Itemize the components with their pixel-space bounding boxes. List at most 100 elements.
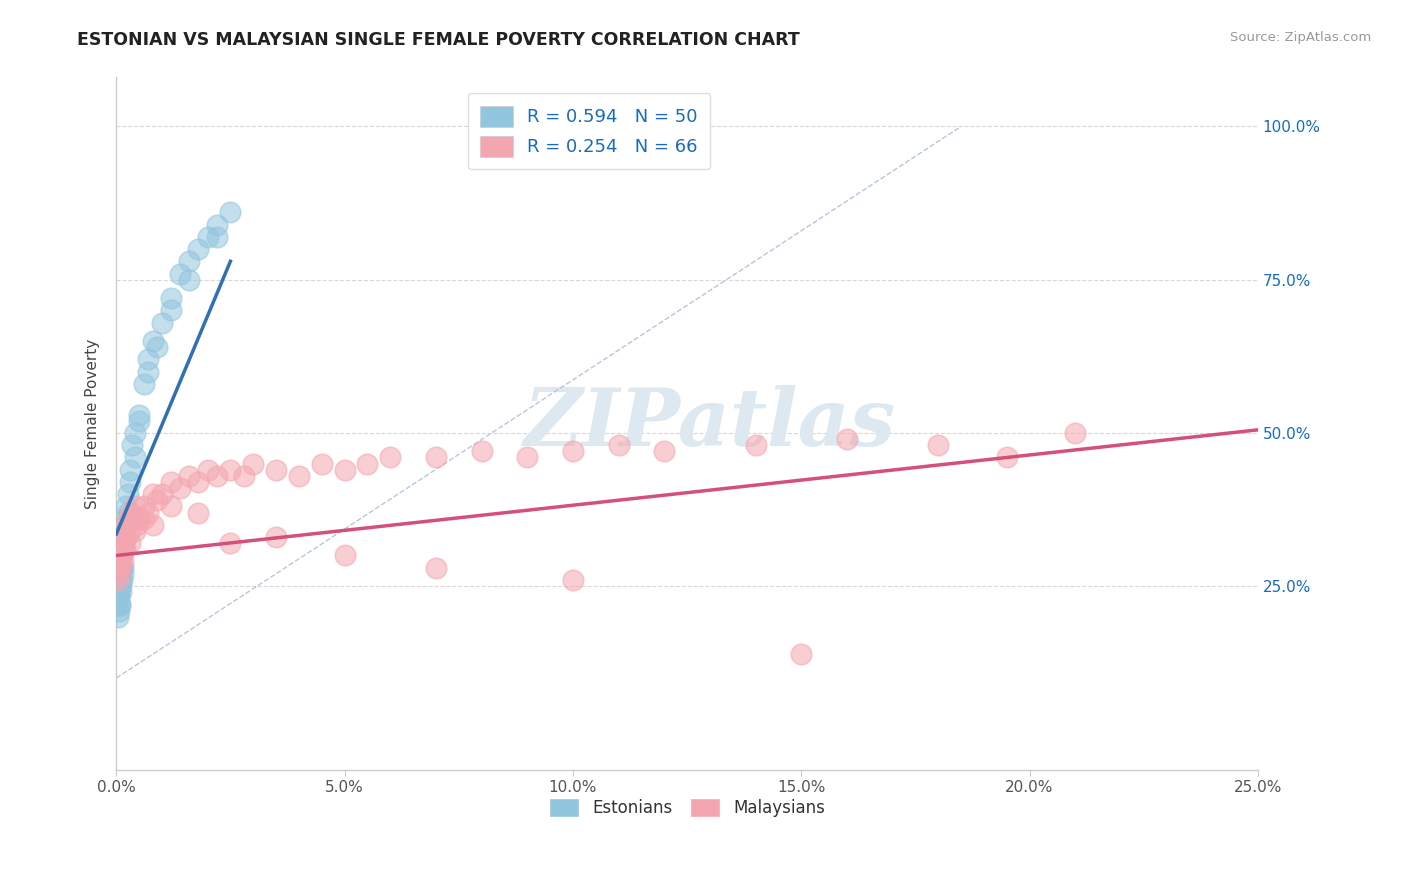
Point — [136, 506, 159, 520]
Point — [219, 205, 242, 219]
Point — [197, 463, 219, 477]
Point — [105, 560, 128, 574]
Point — [118, 475, 141, 489]
Point — [142, 334, 165, 348]
Point — [136, 352, 159, 367]
Point — [136, 365, 159, 379]
Point — [233, 468, 256, 483]
Point — [105, 598, 128, 612]
Point — [652, 444, 675, 458]
Point — [108, 591, 131, 606]
Point — [132, 500, 155, 514]
Point — [160, 475, 183, 489]
Point — [110, 549, 132, 563]
Point — [115, 530, 138, 544]
Point — [425, 450, 447, 465]
Point — [108, 560, 131, 574]
Point — [333, 549, 356, 563]
Point — [112, 517, 135, 532]
Point — [124, 450, 146, 465]
Point — [111, 549, 134, 563]
Point — [121, 512, 143, 526]
Point — [118, 524, 141, 538]
Point — [471, 444, 494, 458]
Point — [205, 218, 228, 232]
Point — [108, 598, 131, 612]
Point — [150, 316, 173, 330]
Point — [128, 408, 150, 422]
Point — [107, 566, 129, 581]
Point — [187, 475, 209, 489]
Legend: Estonians, Malaysians: Estonians, Malaysians — [543, 791, 831, 824]
Point — [107, 573, 129, 587]
Point — [107, 591, 129, 606]
Point — [607, 438, 630, 452]
Point — [264, 530, 287, 544]
Point — [114, 542, 136, 557]
Point — [927, 438, 949, 452]
Point — [128, 414, 150, 428]
Point — [132, 512, 155, 526]
Point — [110, 573, 132, 587]
Point — [288, 468, 311, 483]
Point — [356, 457, 378, 471]
Point — [107, 585, 129, 599]
Point — [124, 425, 146, 440]
Point — [561, 573, 583, 587]
Point — [179, 468, 201, 483]
Point — [111, 549, 134, 563]
Point — [107, 579, 129, 593]
Text: Source: ZipAtlas.com: Source: ZipAtlas.com — [1230, 31, 1371, 45]
Point — [117, 506, 139, 520]
Point — [205, 229, 228, 244]
Point — [142, 487, 165, 501]
Point — [108, 598, 131, 612]
Point — [790, 647, 813, 661]
Point — [107, 609, 129, 624]
Point — [242, 457, 264, 471]
Point — [169, 267, 191, 281]
Point — [112, 560, 135, 574]
Point — [112, 536, 135, 550]
Point — [114, 524, 136, 538]
Point — [118, 536, 141, 550]
Point — [108, 604, 131, 618]
Point — [111, 560, 134, 574]
Point — [160, 303, 183, 318]
Point — [380, 450, 402, 465]
Point — [995, 450, 1018, 465]
Point — [561, 444, 583, 458]
Point — [110, 585, 132, 599]
Point — [219, 463, 242, 477]
Point — [120, 506, 142, 520]
Point — [835, 432, 858, 446]
Point — [132, 376, 155, 391]
Point — [150, 487, 173, 501]
Point — [179, 254, 201, 268]
Point — [111, 566, 134, 581]
Point — [107, 549, 129, 563]
Point — [425, 560, 447, 574]
Point — [744, 438, 766, 452]
Point — [118, 463, 141, 477]
Point — [117, 512, 139, 526]
Point — [112, 530, 135, 544]
Point — [128, 512, 150, 526]
Point — [115, 500, 138, 514]
Point — [169, 481, 191, 495]
Point — [112, 555, 135, 569]
Point — [160, 500, 183, 514]
Point — [108, 555, 131, 569]
Point — [108, 585, 131, 599]
Point — [121, 438, 143, 452]
Point — [179, 273, 201, 287]
Point — [110, 579, 132, 593]
Point — [111, 573, 134, 587]
Point — [125, 517, 148, 532]
Point — [142, 517, 165, 532]
Point — [114, 517, 136, 532]
Point — [146, 493, 169, 508]
Point — [114, 536, 136, 550]
Point — [333, 463, 356, 477]
Point — [311, 457, 333, 471]
